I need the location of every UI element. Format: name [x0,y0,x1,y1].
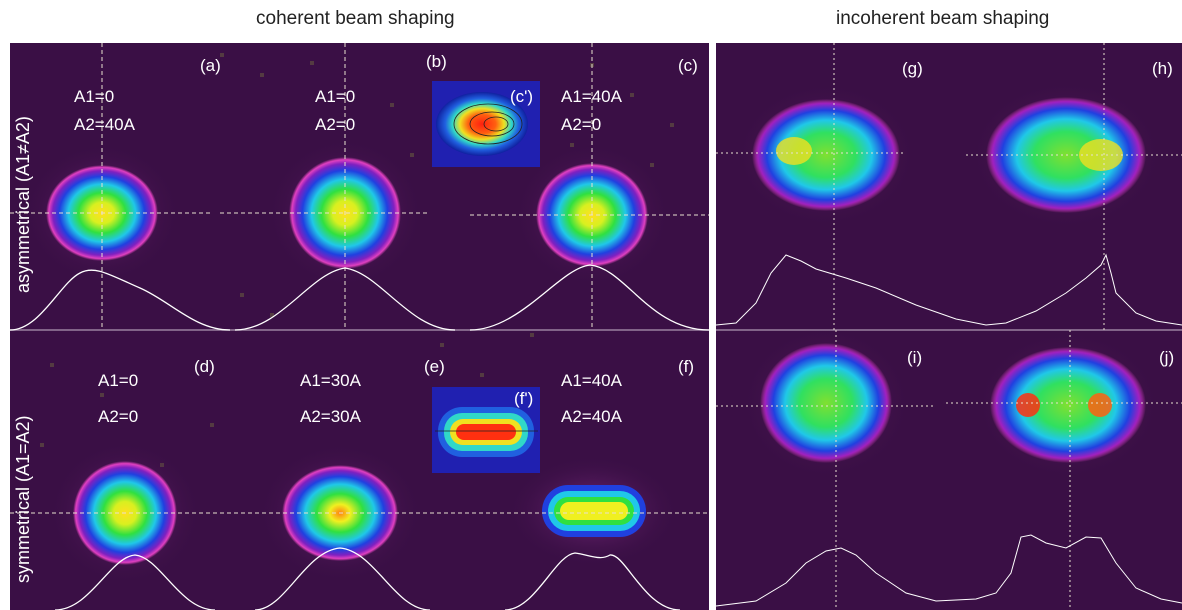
incoherent-title: incoherent beam shaping [836,8,1050,29]
panel-c-prime-tag: (c') [510,87,534,106]
panel-h-tag: (h) [1152,59,1173,78]
panel-b-a2: A2=0 [315,115,356,134]
beam-g [752,99,900,211]
panel-d-a1: A1=0 [98,371,139,390]
panel-b-tag: (b) [426,52,447,71]
panel-f-prime-tag: (f') [514,389,534,408]
beam-j [990,347,1146,463]
panel-b-a1: A1=0 [315,87,356,106]
panel-e-tag: (e) [424,357,445,376]
panel-d-a2: A2=0 [98,407,139,426]
panel-e-a2: A2=30A [300,407,361,426]
panel-a-a2: A2=40A [74,115,135,134]
panel-a-tag: (a) [200,56,221,75]
coherent-block: (a) A1=0 A2=40A (b) A1=0 A2=0 (c) (c') A… [10,43,709,610]
panel-f-a1: A1=40A [561,371,622,390]
panel-f-a2: A2=40A [561,407,622,426]
panel-i-tag: (i) [907,348,923,367]
panel-c-a2: A2=0 [561,115,602,134]
incoherent-image [716,43,1182,610]
panel-a-a1: A1=0 [74,87,115,106]
panel-e-a1: A1=30A [300,371,361,390]
coherent-title: coherent beam shaping [256,8,455,29]
panel-c-tag: (c) [678,56,698,75]
row-label-symmetrical: symmetrical (A1=A2) [13,415,33,583]
panel-f-tag: (f) [678,357,695,376]
coherent-image [10,43,709,610]
panel-c-a1: A1=40A [561,87,622,106]
block-divider [709,43,716,610]
incoherent-block: (g) (h) (i) (j) [716,43,1182,610]
panel-g-tag: (g) [902,59,923,78]
panel-d-tag: (d) [194,357,215,376]
row-label-asymmetrical: asymmetrical (A1≠A2) [13,116,33,293]
beam-i [760,343,892,463]
panel-j-tag: (j) [1159,348,1175,367]
